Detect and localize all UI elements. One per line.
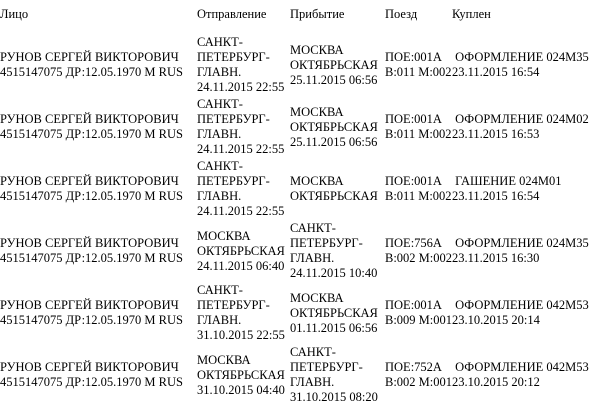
- column-header-arrival: Прибытие: [290, 7, 345, 21]
- cell-departure: САНКТ- ПЕТЕРБУРГ- ГЛАВН. 24.11.2015 22:5…: [197, 159, 285, 218]
- cell-person: РУНОВ СЕРГЕЙ ВИКТОРОВИЧ 4515147075 ДР:12…: [0, 112, 183, 141]
- cell-person: РУНОВ СЕРГЕЙ ВИКТОРОВИЧ 4515147075 ДР:12…: [0, 298, 183, 327]
- cell-purchased: ГАШЕНИЕ 024М01 23.11.2015 16:54: [452, 174, 562, 203]
- table-row: РУНОВ СЕРГЕЙ ВИКТОРОВИЧ 4515147075 ДР:12…: [0, 34, 601, 96]
- cell-person: РУНОВ СЕРГЕЙ ВИКТОРОВИЧ 4515147075 ДР:12…: [0, 236, 183, 265]
- cell-purchased: ОФОРМЛЕНИЕ 024М35 23.11.2015 16:30: [452, 236, 589, 265]
- cell-arrival: САНКТ- ПЕТЕРБУРГ- ГЛАВН. 24.11.2015 10:4…: [290, 221, 378, 280]
- cell-purchased: ОФОРМЛЕНИЕ 024М02 23.11.2015 16:53: [452, 112, 589, 141]
- cell-arrival: МОСКВА ОКТЯБРЬСКАЯ 25.11.2015 06:56: [290, 42, 378, 87]
- table-row: РУНОВ СЕРГЕЙ ВИКТОРОВИЧ 4515147075 ДР:12…: [0, 220, 601, 282]
- column-header-train: Поезд: [385, 7, 418, 21]
- table-row: РУНОВ СЕРГЕЙ ВИКТОРОВИЧ 4515147075 ДР:12…: [0, 282, 601, 344]
- cell-person: РУНОВ СЕРГЕЙ ВИКТОРОВИЧ 4515147075 ДР:12…: [0, 174, 183, 203]
- cell-arrival: САНКТ- ПЕТЕРБУРГ- ГЛАВН. 31.10.2015 08:2…: [290, 345, 378, 403]
- column-header-person: Лицо: [0, 7, 29, 21]
- cell-train: ПОЕ:756А В:002 М:002: [385, 236, 453, 265]
- column-header-purchased: Куплен: [452, 7, 491, 21]
- cell-train: ПОЕ:001А В:011 М:002: [385, 174, 452, 203]
- cell-departure: САНКТ- ПЕТЕРБУРГ- ГЛАВН. 24.11.2015 22:5…: [197, 97, 285, 156]
- table-row: РУНОВ СЕРГЕЙ ВИКТОРОВИЧ 4515147075 ДР:12…: [0, 344, 601, 403]
- cell-person: РУНОВ СЕРГЕЙ ВИКТОРОВИЧ 4515147075 ДР:12…: [0, 360, 183, 389]
- table-body: РУНОВ СЕРГЕЙ ВИКТОРОВИЧ 4515147075 ДР:12…: [0, 34, 601, 403]
- cell-person: РУНОВ СЕРГЕЙ ВИКТОРОВИЧ 4515147075 ДР:12…: [0, 50, 183, 79]
- cell-arrival: МОСКВА ОКТЯБРЬСКАЯ: [290, 174, 378, 203]
- cell-departure: МОСКВА ОКТЯБРЬСКАЯ 31.10.2015 04:40: [197, 352, 285, 397]
- table-header: Лицо Отправление Прибытие Поезд Куплен: [0, 0, 601, 34]
- cell-train: ПОЕ:001А В:009 М:001: [385, 298, 453, 327]
- cell-train: ПОЕ:752А В:002 М:001: [385, 360, 453, 389]
- table-row: РУНОВ СЕРГЕЙ ВИКТОРОВИЧ 4515147075 ДР:12…: [0, 96, 601, 158]
- cell-arrival: МОСКВА ОКТЯБРЬСКАЯ 25.11.2015 06:56: [290, 104, 378, 149]
- cell-purchased: ОФОРМЛЕНИЕ 024М35 23.11.2015 16:54: [452, 50, 589, 79]
- table-row: РУНОВ СЕРГЕЙ ВИКТОРОВИЧ 4515147075 ДР:12…: [0, 158, 601, 220]
- cell-departure: САНКТ- ПЕТЕРБУРГ- ГЛАВН. 31.10.2015 22:5…: [197, 283, 285, 342]
- table-header-row: Лицо Отправление Прибытие Поезд Куплен: [0, 0, 601, 34]
- cell-purchased: ОФОРМЛЕНИЕ 042М53 23.10.2015 20:14: [452, 298, 589, 327]
- cell-arrival: МОСКВА ОКТЯБРЬСКАЯ 01.11.2015 06:56: [290, 290, 378, 335]
- cell-train: ПОЕ:001А В:011 М:002: [385, 112, 452, 141]
- column-header-departure: Отправление: [197, 7, 267, 21]
- cell-train: ПОЕ:001А В:011 М:002: [385, 50, 452, 79]
- cell-departure: САНКТ- ПЕТЕРБУРГ- ГЛАВН. 24.11.2015 22:5…: [197, 35, 285, 94]
- cell-departure: МОСКВА ОКТЯБРЬСКАЯ 24.11.2015 06:40: [197, 228, 285, 273]
- cell-purchased: ОФОРМЛЕНИЕ 042М53 23.10.2015 20:12: [452, 360, 589, 389]
